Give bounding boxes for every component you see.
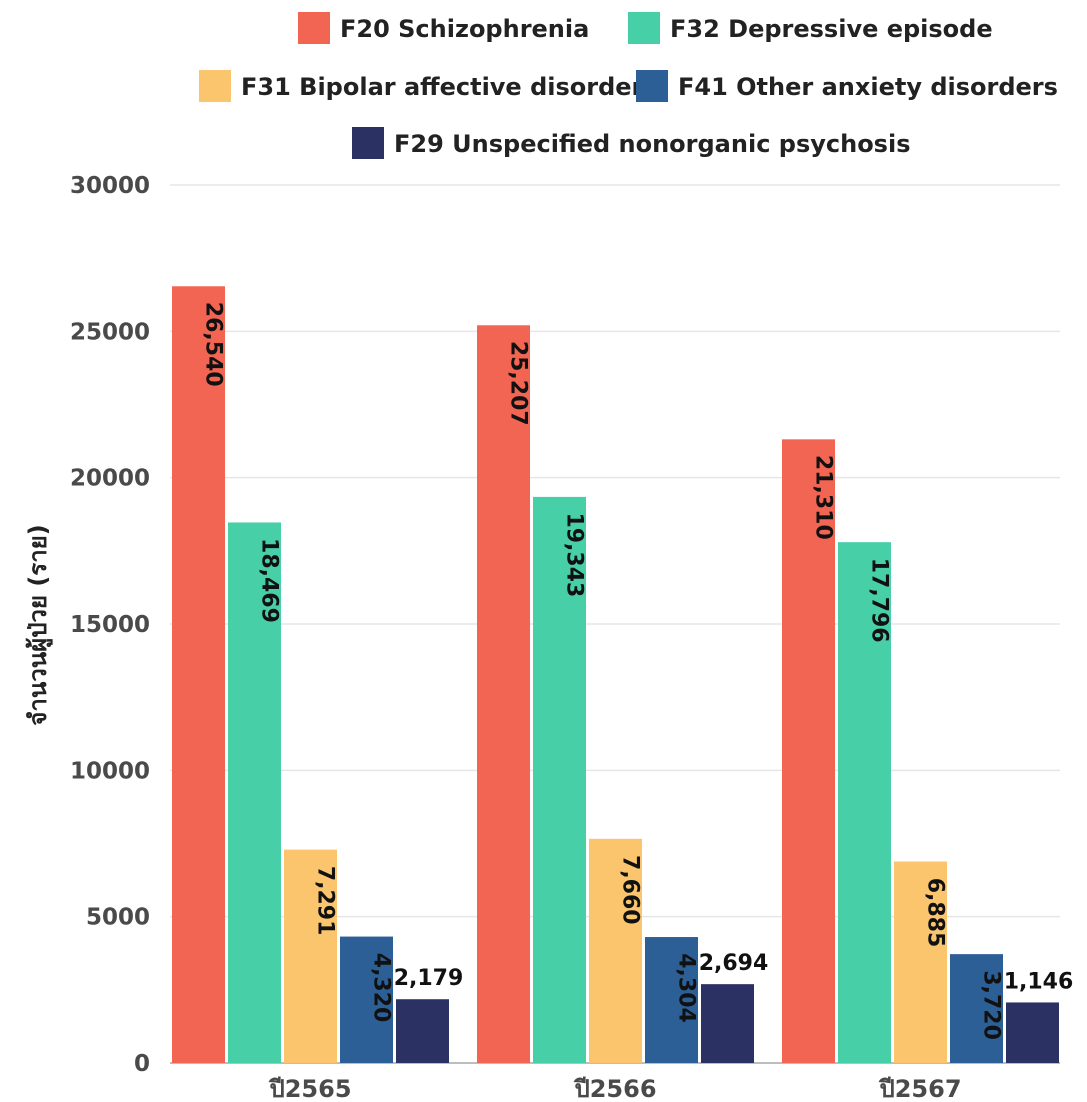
data-label: 26,540 xyxy=(201,302,226,387)
data-label: 3,720 xyxy=(979,970,1004,1040)
bar xyxy=(396,999,449,1063)
legend-swatch xyxy=(352,127,384,159)
bar xyxy=(284,849,337,1063)
data-label: 17,796 xyxy=(867,558,892,643)
legend: F20 Schizophrenia F32 Depressive episode F… xyxy=(199,12,1058,159)
bar xyxy=(950,954,1003,1063)
legend-label: F29 Unspecified nonorganic psychosis xyxy=(394,130,910,158)
x-category-label: ปี2565 xyxy=(268,1075,351,1102)
x-axis-categories: ปี2565 ปี2566 ปี2567 xyxy=(268,1075,961,1102)
bar xyxy=(589,838,642,1063)
data-label: 7,660 xyxy=(618,855,643,925)
data-label: 7,291 xyxy=(313,866,338,936)
y-tick-label: 20000 xyxy=(70,466,150,492)
bar xyxy=(172,286,225,1063)
data-label: 25,207 xyxy=(506,341,531,426)
data-label: 4,320 xyxy=(369,953,394,1023)
data-label: 2,694 xyxy=(699,951,769,976)
data-label: 2,179 xyxy=(394,966,464,991)
bar xyxy=(340,936,393,1063)
y-tick-label: 5000 xyxy=(86,905,150,931)
y-tick-label: 15000 xyxy=(70,612,150,638)
data-label: 21,310 xyxy=(811,455,836,540)
bar xyxy=(533,496,586,1063)
legend-swatch xyxy=(636,70,668,102)
legend-label: F31 Bipolar affective disorder xyxy=(241,73,644,101)
legend-swatch xyxy=(199,70,231,102)
bar xyxy=(838,542,891,1063)
y-tick-label: 30000 xyxy=(70,173,150,199)
x-category-label: ปี2566 xyxy=(573,1075,656,1102)
y-axis-ticks: 0 5000 10000 15000 20000 25000 30000 xyxy=(70,173,150,1077)
y-axis-label: จำนวนผู้ป่วย (ราย) xyxy=(24,524,53,725)
bar xyxy=(1006,1002,1059,1063)
bar xyxy=(477,325,530,1063)
data-label: 4,304 xyxy=(674,953,699,1023)
bar xyxy=(894,861,947,1063)
y-tick-label: 25000 xyxy=(70,319,150,345)
y-tick-label: 0 xyxy=(134,1051,150,1077)
legend-label: F32 Depressive episode xyxy=(670,15,993,43)
data-label: 19,343 xyxy=(562,512,587,597)
bar xyxy=(701,984,754,1063)
y-tick-label: 10000 xyxy=(70,758,150,784)
legend-swatch xyxy=(628,12,660,44)
data-label: 18,469 xyxy=(257,538,282,623)
data-label: 6,885 xyxy=(923,878,948,948)
legend-label: F41 Other anxiety disorders xyxy=(678,73,1058,101)
bar xyxy=(645,937,698,1063)
bar xyxy=(228,522,281,1063)
legend-swatch xyxy=(298,12,330,44)
legend-label: F20 Schizophrenia xyxy=(340,15,589,43)
x-category-label: ปี2567 xyxy=(878,1075,961,1102)
bar xyxy=(782,439,835,1063)
data-label: 1,146 xyxy=(1004,969,1074,994)
bars: 26,540 18,469 7,291 4,320 2,179 25,207 19,343 7… xyxy=(172,286,1073,1063)
